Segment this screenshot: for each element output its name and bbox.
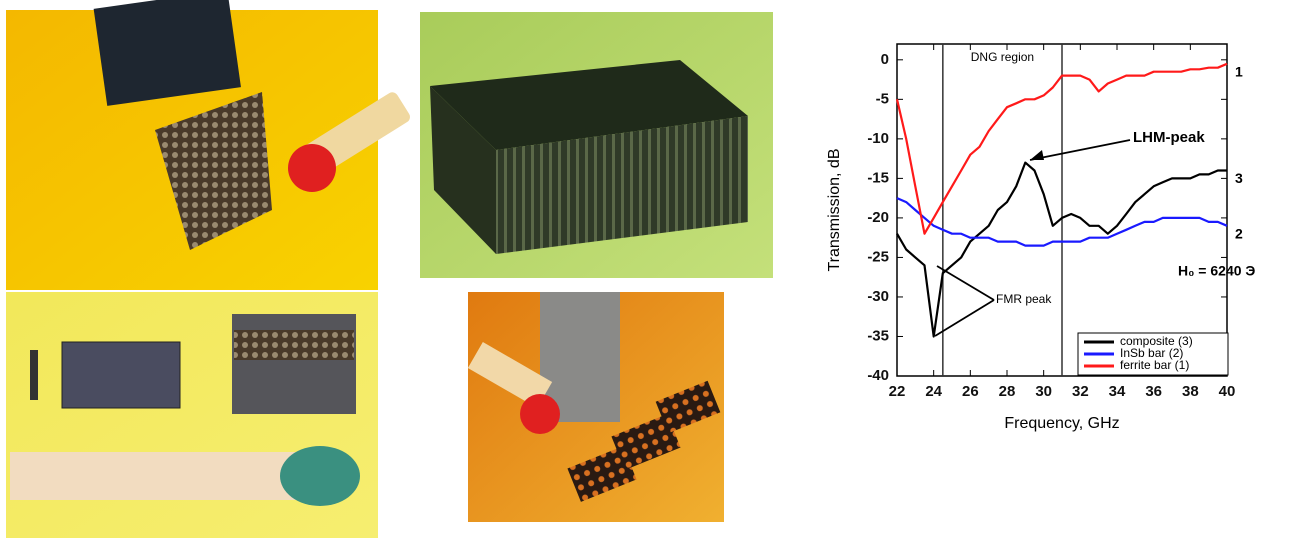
- x-tick-label: 34: [1109, 383, 1126, 400]
- y-tick-label: 0: [881, 51, 889, 68]
- curve-label: 2: [1235, 226, 1243, 242]
- y-tick-label: -40: [867, 367, 889, 384]
- x-axis-label: Frequency, GHz: [1004, 415, 1119, 432]
- region-label: DNG region: [971, 50, 1034, 64]
- photo: [468, 292, 724, 522]
- x-tick-label: 24: [925, 383, 942, 400]
- x-tick-label: 26: [962, 383, 979, 400]
- curve-label: 3: [1235, 170, 1243, 186]
- x-tick-label: 32: [1072, 383, 1089, 400]
- annotation: H₀ = 6240 Э: [1178, 263, 1255, 279]
- y-axis-label: Transmission, dB: [826, 149, 843, 272]
- annotation: LHM-peak: [1133, 129, 1205, 146]
- x-tick-label: 30: [1035, 383, 1052, 400]
- x-tick-label: 36: [1145, 383, 1162, 400]
- page: {"chart_data": {"type": "line", "x_label…: [0, 0, 1294, 538]
- x-tick-label: 28: [999, 383, 1016, 400]
- y-tick-label: -30: [867, 288, 889, 305]
- figure: Transmission, dB Frequency, GHz 0 -5 -10 -1…: [0, 0, 1294, 538]
- x-tick-label: 38: [1182, 383, 1199, 400]
- annotation: FMR peak: [996, 292, 1052, 306]
- y-tick-label: -20: [867, 209, 889, 226]
- photo: [6, 0, 412, 290]
- photo: [420, 12, 773, 278]
- photo: [6, 292, 378, 538]
- y-tick-label: -10: [867, 130, 889, 147]
- arrow-head: [1030, 150, 1044, 160]
- annotation-arrow: [1030, 140, 1130, 160]
- x-tick-label: 22: [889, 383, 906, 400]
- y-tick-label: -5: [876, 90, 889, 107]
- annotation-arrow: [935, 300, 994, 336]
- legend-label: ferrite bar (1): [1120, 358, 1189, 372]
- curve-label: 1: [1235, 63, 1243, 79]
- y-tick-label: -35: [867, 327, 889, 344]
- y-tick-label: -25: [867, 248, 889, 265]
- y-tick-label: -15: [867, 169, 889, 186]
- annotation-arrow: [937, 266, 994, 300]
- x-tick-label: 40: [1219, 383, 1236, 400]
